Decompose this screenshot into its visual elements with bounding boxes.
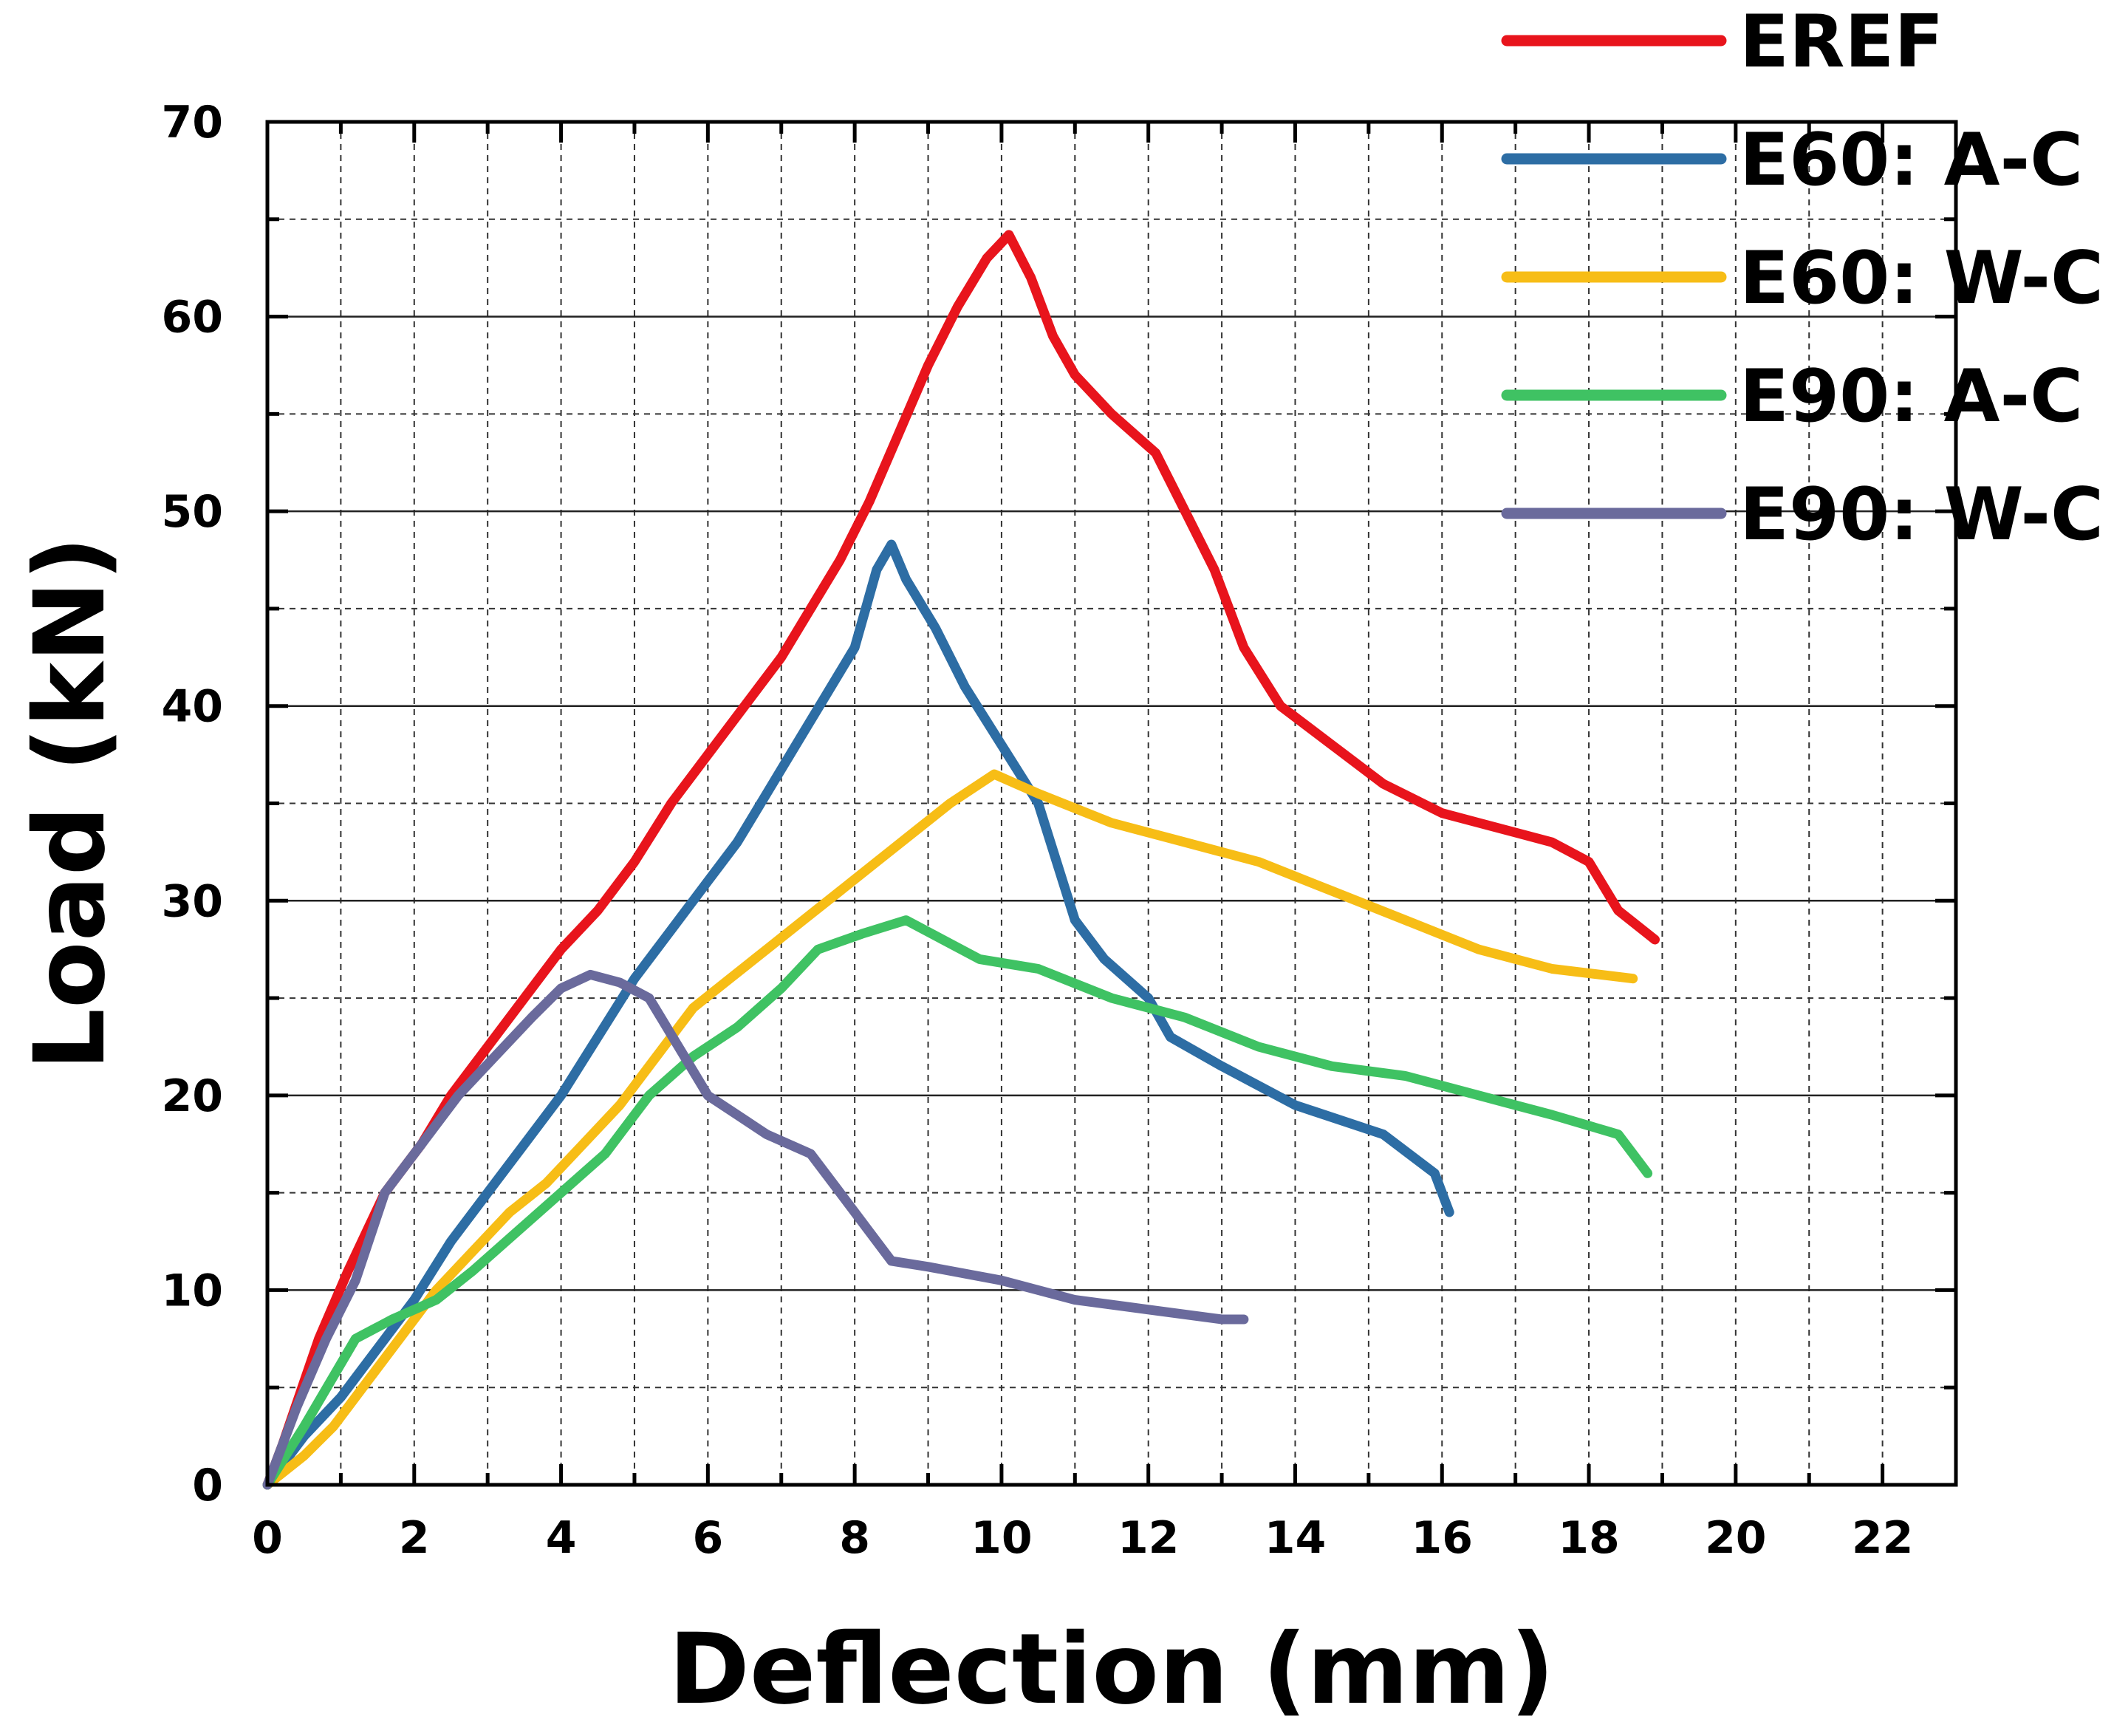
grid xyxy=(267,122,1956,1485)
y-tick-labels: 0 10 20 30 40 50 60 70 xyxy=(162,97,224,1511)
y-tick-label: 0 xyxy=(192,1460,223,1511)
x-tick-label: 8 xyxy=(839,1512,870,1564)
y-tick-label: 40 xyxy=(162,681,224,733)
x-tick-label: 6 xyxy=(692,1512,723,1564)
legend-label-eref: EREF xyxy=(1740,0,1943,84)
x-tick-label: 2 xyxy=(399,1512,430,1564)
x-tick-label: 22 xyxy=(1852,1512,1914,1564)
series-line-e90-w-c xyxy=(262,969,1249,1490)
x-axis-title: Deflection (mm) xyxy=(668,1613,1554,1726)
x-tick-label: 20 xyxy=(1705,1512,1767,1564)
legend-label-e60-a-c: E60: A-C xyxy=(1740,118,2083,202)
series-line-e60-a-c xyxy=(262,539,1454,1490)
y-tick-label: 60 xyxy=(162,292,224,344)
x-tick-label: 18 xyxy=(1558,1512,1620,1564)
series-line-e90-a-c xyxy=(262,915,1653,1490)
axis-ticks xyxy=(265,120,1958,1487)
series-line-eref xyxy=(262,230,1660,1490)
x-tick-label: 4 xyxy=(546,1512,577,1564)
legend-label-e90-w-c: E90: W-C xyxy=(1740,473,2104,557)
x-tick-label: 14 xyxy=(1265,1512,1327,1564)
series-layer xyxy=(262,230,1660,1490)
x-tick-label: 12 xyxy=(1118,1512,1180,1564)
x-tick-labels: 0 2 4 6 8 10 12 14 16 18 20 22 xyxy=(252,1512,1913,1564)
x-tick-label: 10 xyxy=(971,1512,1033,1564)
x-tick-label: 16 xyxy=(1412,1512,1474,1564)
y-axis-title: Load (kN) xyxy=(13,536,127,1070)
legend-label-e60-w-c: E60: W-C xyxy=(1740,236,2104,321)
x-tick-label: 0 xyxy=(252,1512,283,1564)
y-tick-label: 10 xyxy=(162,1265,224,1316)
y-tick-label: 70 xyxy=(162,97,224,148)
y-tick-label: 20 xyxy=(162,1070,224,1122)
legend: EREF E60: A-C E60: W-C E90: A-C E90: W-C xyxy=(1501,0,2104,557)
legend-label-e90-a-c: E90: A-C xyxy=(1740,355,2083,439)
y-tick-label: 50 xyxy=(162,486,224,538)
y-tick-label: 30 xyxy=(162,875,224,927)
